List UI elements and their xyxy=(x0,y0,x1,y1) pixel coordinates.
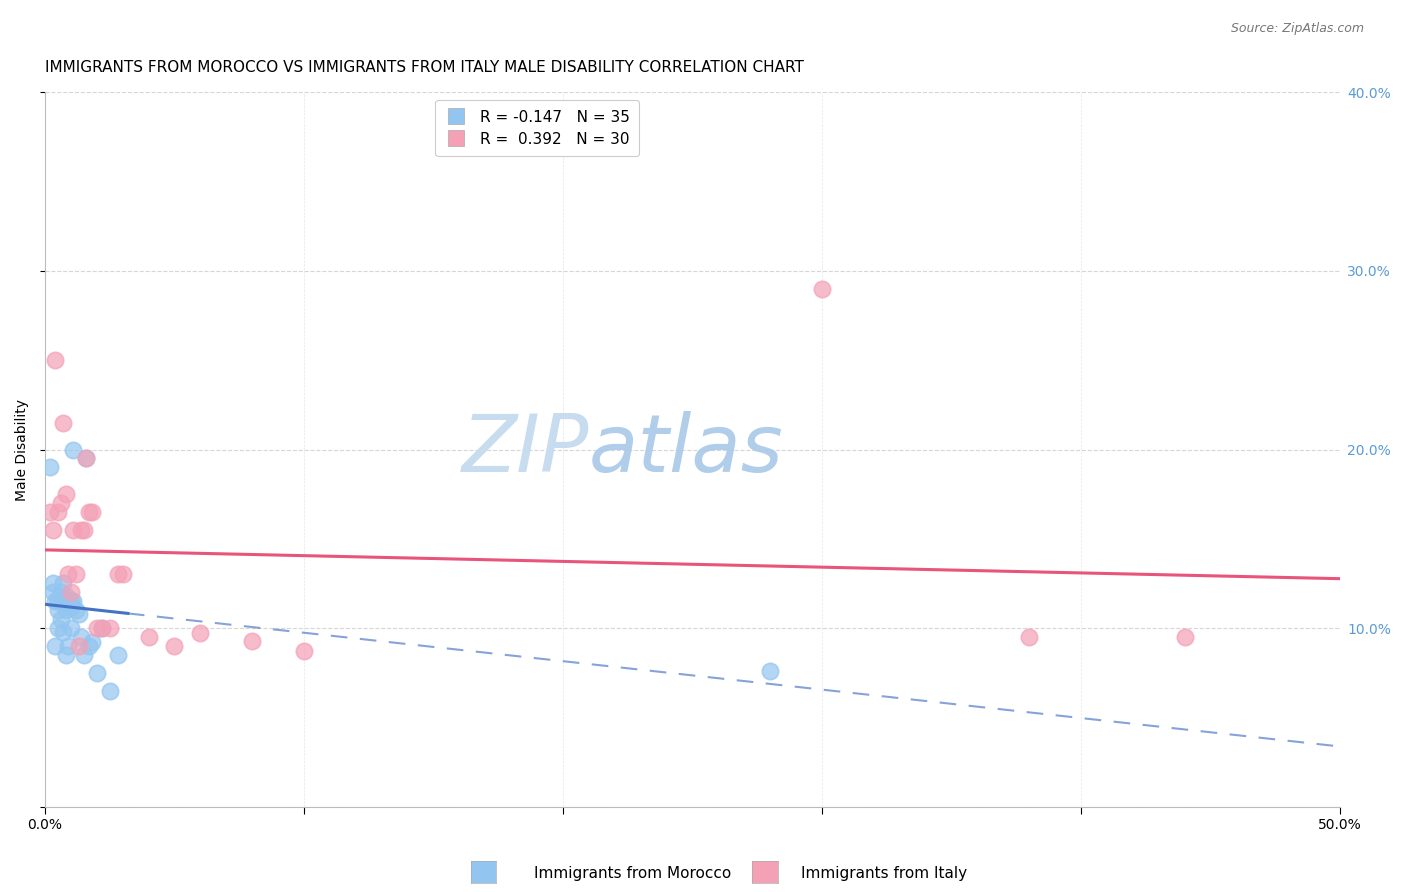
Point xyxy=(49,496,72,510)
Point xyxy=(62,442,84,457)
Point xyxy=(91,621,114,635)
Point xyxy=(77,639,100,653)
Point xyxy=(49,585,72,599)
Point xyxy=(49,612,72,626)
Point xyxy=(759,664,782,678)
Point xyxy=(46,505,69,519)
Point xyxy=(62,523,84,537)
Point xyxy=(52,416,75,430)
Point xyxy=(86,665,108,680)
Point xyxy=(39,460,62,475)
Text: ZIP: ZIP xyxy=(461,410,589,489)
Point xyxy=(52,624,75,639)
Legend: R = -0.147   N = 35, R =  0.392   N = 30: R = -0.147 N = 35, R = 0.392 N = 30 xyxy=(436,100,638,156)
Point xyxy=(86,621,108,635)
Point xyxy=(98,621,121,635)
Point xyxy=(52,576,75,591)
Point xyxy=(42,523,65,537)
Point xyxy=(55,487,77,501)
Text: Source: ZipAtlas.com: Source: ZipAtlas.com xyxy=(1230,22,1364,36)
Point xyxy=(59,599,82,614)
Point xyxy=(44,639,66,653)
Point xyxy=(98,683,121,698)
Point xyxy=(73,648,96,662)
Point xyxy=(70,630,93,644)
Point xyxy=(77,505,100,519)
Point xyxy=(46,603,69,617)
Point xyxy=(52,594,75,608)
Point xyxy=(70,523,93,537)
Point xyxy=(55,603,77,617)
Point xyxy=(62,594,84,608)
Point xyxy=(65,603,87,617)
Point xyxy=(67,607,90,621)
Point xyxy=(1018,630,1040,644)
Point xyxy=(292,644,315,658)
Point xyxy=(58,567,80,582)
Text: Immigrants from Italy: Immigrants from Italy xyxy=(801,866,967,881)
Point xyxy=(111,567,134,582)
Y-axis label: Male Disability: Male Disability xyxy=(15,399,30,500)
Point xyxy=(58,639,80,653)
Point xyxy=(80,635,103,649)
Point xyxy=(59,621,82,635)
Point xyxy=(138,630,160,644)
Point xyxy=(46,594,69,608)
Point xyxy=(55,648,77,662)
Point xyxy=(59,594,82,608)
Point xyxy=(811,282,834,296)
Point xyxy=(58,594,80,608)
Point xyxy=(107,567,129,582)
Point xyxy=(59,585,82,599)
Point xyxy=(190,626,212,640)
Point xyxy=(42,576,65,591)
Point xyxy=(44,353,66,368)
Point xyxy=(67,639,90,653)
Text: IMMIGRANTS FROM MOROCCO VS IMMIGRANTS FROM ITALY MALE DISABILITY CORRELATION CHA: IMMIGRANTS FROM MOROCCO VS IMMIGRANTS FR… xyxy=(45,60,804,75)
Text: atlas: atlas xyxy=(589,410,783,489)
Point xyxy=(107,648,129,662)
Point xyxy=(75,451,97,466)
Point xyxy=(39,505,62,519)
Point xyxy=(73,523,96,537)
Point xyxy=(65,567,87,582)
Point xyxy=(91,621,114,635)
Point xyxy=(42,585,65,599)
Text: Immigrants from Morocco: Immigrants from Morocco xyxy=(534,866,731,881)
Point xyxy=(163,639,186,653)
Point xyxy=(1174,630,1197,644)
Point xyxy=(55,589,77,603)
Point xyxy=(46,621,69,635)
Point xyxy=(75,451,97,466)
Point xyxy=(44,594,66,608)
Point xyxy=(240,633,263,648)
Point xyxy=(80,505,103,519)
